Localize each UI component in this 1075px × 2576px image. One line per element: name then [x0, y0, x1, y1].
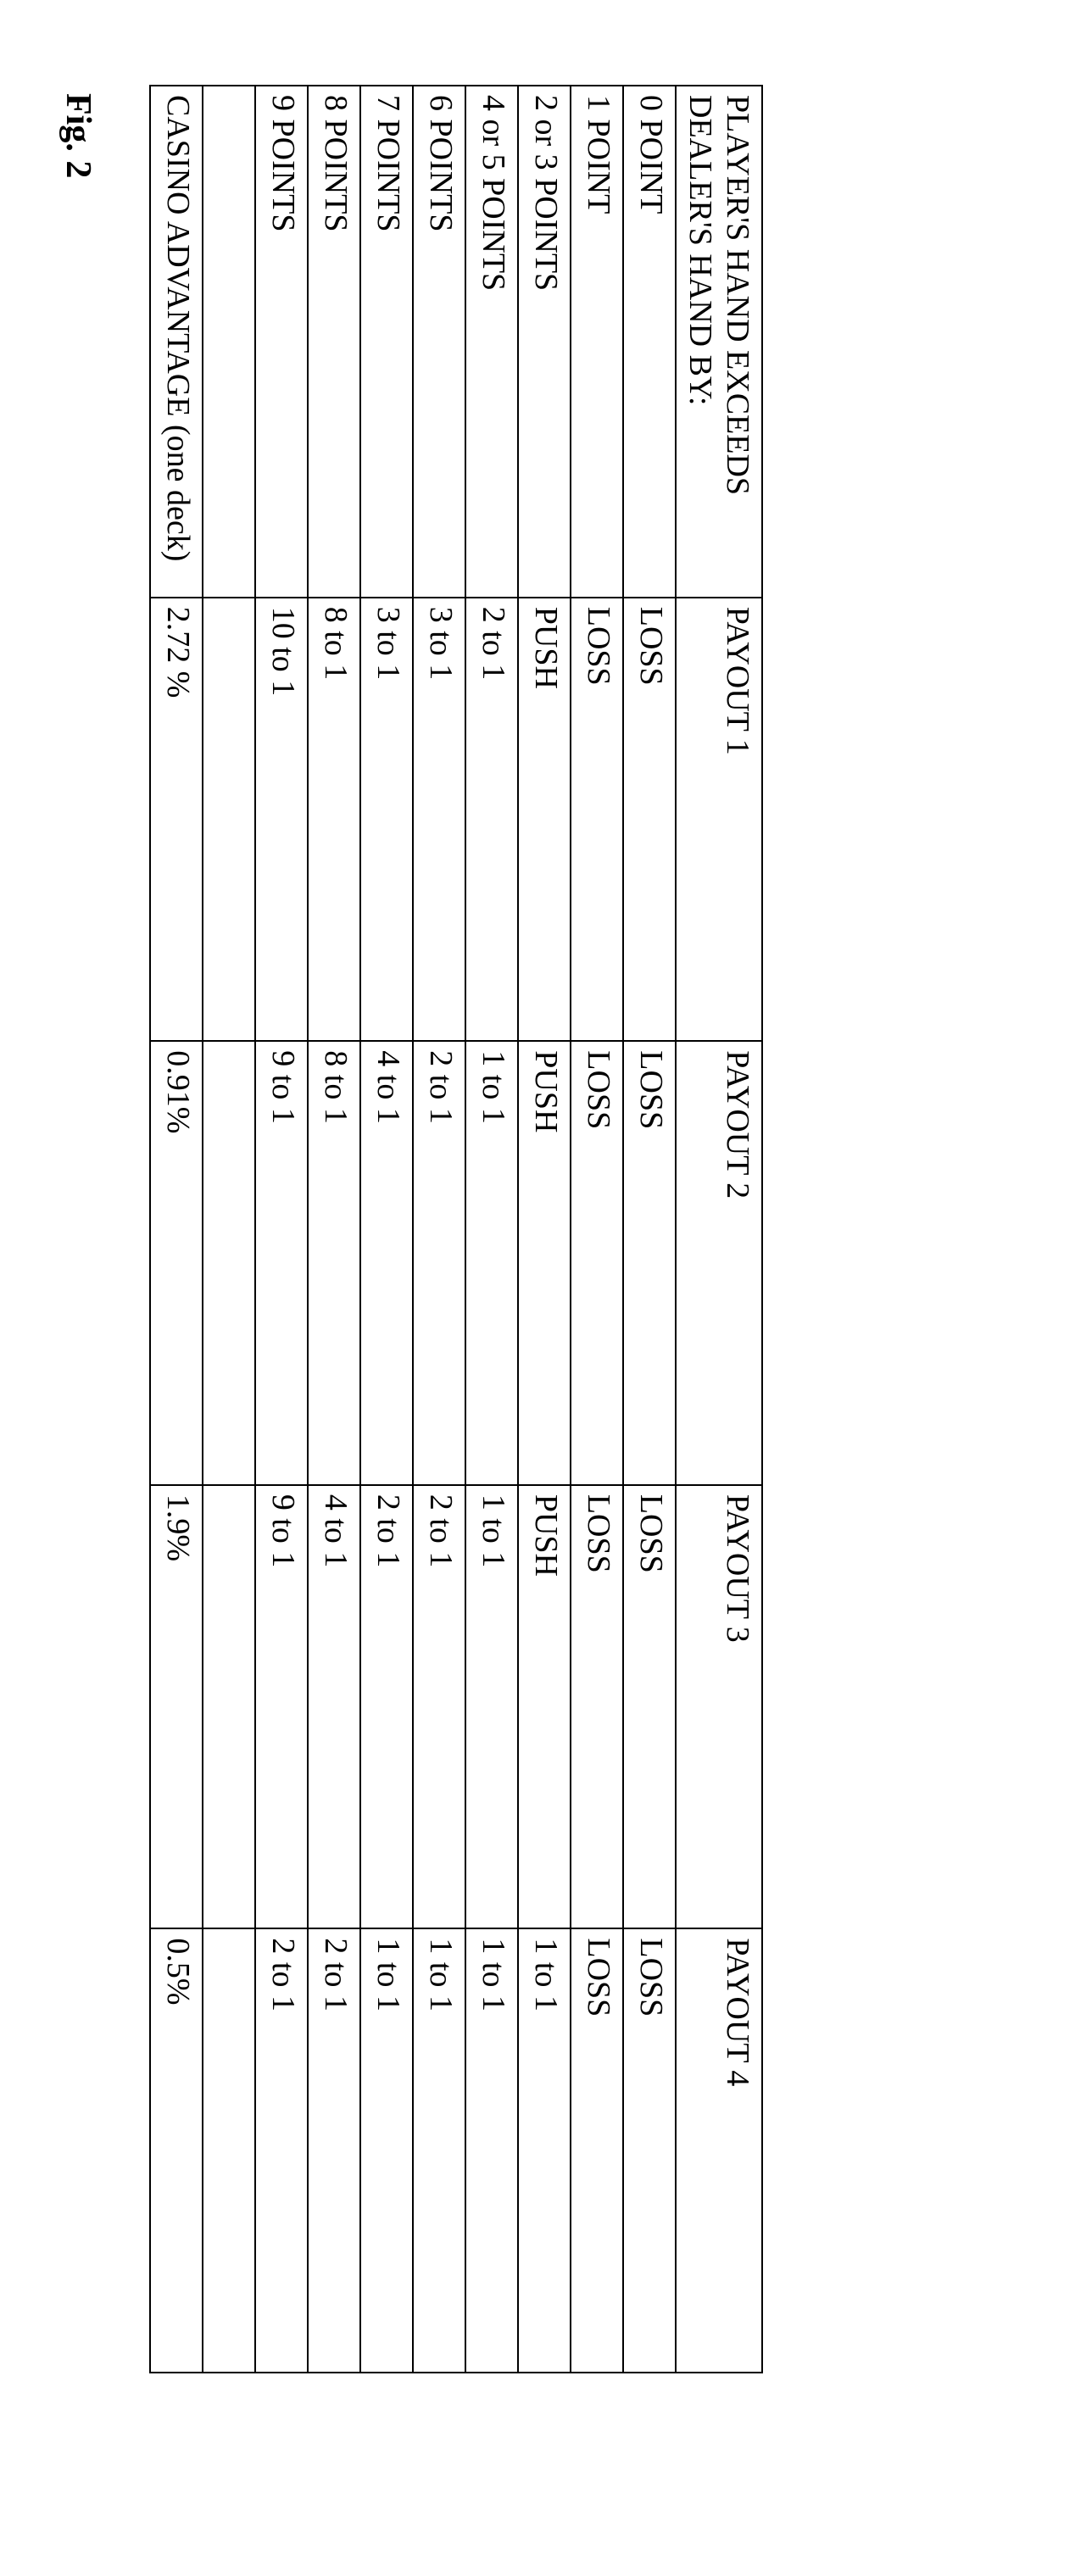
row-p1: 3 to 1	[360, 598, 413, 1042]
row-label: 1 POINT	[571, 86, 623, 598]
row-p4: 2 to 1	[308, 1928, 360, 2373]
header-first-col: PLAYER'S HAND EXCEEDS DEALER'S HAND BY:	[676, 86, 762, 598]
spacer-row	[203, 86, 255, 2373]
table-row: 9 POINTS 10 to 1 9 to 1 9 to 1 2 to 1	[255, 86, 308, 2373]
row-label: 9 POINTS	[255, 86, 308, 598]
table-row: 0 POINT LOSS LOSS LOSS LOSS	[623, 86, 676, 2373]
row-p4: LOSS	[623, 1928, 676, 2373]
header-payout4: PAYOUT 4	[676, 1928, 762, 2373]
payout-table: PLAYER'S HAND EXCEEDS DEALER'S HAND BY: …	[149, 85, 763, 2373]
row-label: 0 POINT	[623, 86, 676, 598]
row-label: 6 POINTS	[413, 86, 465, 598]
row-p3: 9 to 1	[255, 1485, 308, 1929]
row-p2: LOSS	[571, 1041, 623, 1485]
table-row: 2 or 3 POINTS PUSH PUSH PUSH 1 to 1	[518, 86, 571, 2373]
row-p2: LOSS	[623, 1041, 676, 1485]
row-p1: 3 to 1	[413, 598, 465, 1042]
header-payout2: PAYOUT 2	[676, 1041, 762, 1485]
footer-p3: 1.9%	[150, 1485, 203, 1929]
row-p3: LOSS	[571, 1485, 623, 1929]
table-row: 8 POINTS 8 to 1 8 to 1 4 to 1 2 to 1	[308, 86, 360, 2373]
row-p1: LOSS	[623, 598, 676, 1042]
footer-label: CASINO ADVANTAGE (one deck)	[150, 86, 203, 598]
footer-p1: 2.72 %	[150, 598, 203, 1042]
table-row: 1 POINT LOSS LOSS LOSS LOSS	[571, 86, 623, 2373]
header-payout3: PAYOUT 3	[676, 1485, 762, 1929]
table-body: 0 POINT LOSS LOSS LOSS LOSS 1 POINT LOSS…	[150, 86, 676, 2373]
row-p4: 1 to 1	[360, 1928, 413, 2373]
footer-row: CASINO ADVANTAGE (one deck) 2.72 % 0.91%…	[150, 86, 203, 2373]
row-p1: 2 to 1	[465, 598, 518, 1042]
row-p1: LOSS	[571, 598, 623, 1042]
spacer-cell	[203, 598, 255, 1042]
spacer-cell	[203, 1485, 255, 1929]
row-p4: 1 to 1	[518, 1928, 571, 2373]
table-row: 7 POINTS 3 to 1 4 to 1 2 to 1 1 to 1	[360, 86, 413, 2373]
header-payout1: PAYOUT 1	[676, 598, 762, 1042]
row-p4: LOSS	[571, 1928, 623, 2373]
spacer-cell	[203, 1928, 255, 2373]
spacer-cell	[203, 1041, 255, 1485]
row-p4: 2 to 1	[255, 1928, 308, 2373]
table-row: 4 or 5 POINTS 2 to 1 1 to 1 1 to 1 1 to …	[465, 86, 518, 2373]
table-header-row: PLAYER'S HAND EXCEEDS DEALER'S HAND BY: …	[676, 86, 762, 2373]
row-p1: 10 to 1	[255, 598, 308, 1042]
row-p1: PUSH	[518, 598, 571, 1042]
row-p2: 9 to 1	[255, 1041, 308, 1485]
row-p3: 2 to 1	[413, 1485, 465, 1929]
row-label: 7 POINTS	[360, 86, 413, 598]
table-row: 6 POINTS 3 to 1 2 to 1 2 to 1 1 to 1	[413, 86, 465, 2373]
row-p4: 1 to 1	[465, 1928, 518, 2373]
row-label: 2 or 3 POINTS	[518, 86, 571, 598]
row-p3: LOSS	[623, 1485, 676, 1929]
row-p2: 1 to 1	[465, 1041, 518, 1485]
row-label: 8 POINTS	[308, 86, 360, 598]
row-p3: 4 to 1	[308, 1485, 360, 1929]
row-p2: PUSH	[518, 1041, 571, 1485]
footer-p2: 0.91%	[150, 1041, 203, 1485]
row-p3: 1 to 1	[465, 1485, 518, 1929]
row-p3: PUSH	[518, 1485, 571, 1929]
row-p2: 2 to 1	[413, 1041, 465, 1485]
footer-p4: 0.5%	[150, 1928, 203, 2373]
row-p4: 1 to 1	[413, 1928, 465, 2373]
row-p1: 8 to 1	[308, 598, 360, 1042]
figure-label: Fig. 2	[58, 93, 98, 2458]
row-p3: 2 to 1	[360, 1485, 413, 1929]
row-label: 4 or 5 POINTS	[465, 86, 518, 598]
row-p2: 4 to 1	[360, 1041, 413, 1485]
row-p2: 8 to 1	[308, 1041, 360, 1485]
spacer-cell	[203, 86, 255, 598]
